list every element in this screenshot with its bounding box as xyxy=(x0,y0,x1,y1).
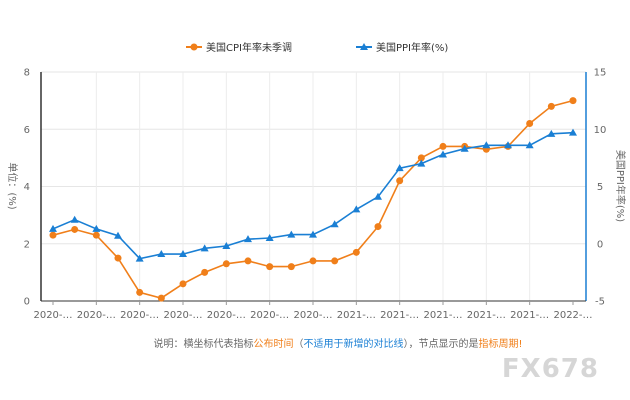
x-tick-label: 2021-… xyxy=(337,310,376,321)
right-tick-label: -5 xyxy=(595,297,605,308)
legend-ppi-label[interactable]: 美国PPI年率(%) xyxy=(376,41,448,54)
ppi-data-point[interactable] xyxy=(395,164,404,172)
series-layer xyxy=(49,97,577,302)
cpi-data-point[interactable] xyxy=(222,260,230,268)
cpi-data-point[interactable] xyxy=(547,102,555,110)
cpi-data-point[interactable] xyxy=(396,177,404,185)
x-tick-label: 2020-… xyxy=(250,310,289,321)
ppi-data-point[interactable] xyxy=(222,242,231,250)
left-axis-title: 单位：(%) xyxy=(6,162,19,209)
ppi-data-point[interactable] xyxy=(92,224,101,232)
note-paren-open: （ xyxy=(293,338,303,350)
note-highlight-period: 指标周期 xyxy=(478,337,518,350)
ppi-data-point[interactable] xyxy=(265,234,274,242)
x-tick-label: 2021-… xyxy=(510,310,549,321)
cpi-data-point[interactable] xyxy=(266,263,274,271)
note-prefix: 说明：横坐标代表指标 xyxy=(153,337,253,350)
x-tick-label: 2020-… xyxy=(33,310,72,321)
ppi-data-point[interactable] xyxy=(135,254,144,262)
right-axis-ticks: -5 0 5 10 15 xyxy=(594,68,607,308)
ppi-series[interactable] xyxy=(49,128,577,262)
ppi-data-point[interactable] xyxy=(482,141,491,149)
cpi-data-point[interactable] xyxy=(439,142,447,150)
cpi-data-point[interactable] xyxy=(417,154,425,162)
ppi-data-point[interactable] xyxy=(547,129,556,137)
ppi-data-point[interactable] xyxy=(200,244,209,252)
cpi-data-point[interactable] xyxy=(179,280,187,288)
cpi-data-point[interactable] xyxy=(136,288,144,296)
cpi-data-point[interactable] xyxy=(244,257,252,265)
legend-cpi-label[interactable]: 美国CPI年率未季调 xyxy=(206,41,292,54)
ppi-data-point[interactable] xyxy=(460,144,469,152)
x-axis-ticks: 2020-… 2020-… 2020-… 2020-… 2020-… 2020-… 2020… xyxy=(33,301,593,321)
note-highlight-publish-time: 公布时间 xyxy=(253,337,293,350)
ppi-data-point[interactable] xyxy=(70,215,79,223)
x-tick-label: 2021-… xyxy=(423,310,462,321)
legend-ppi-marker xyxy=(360,43,368,50)
left-tick-label: 0 xyxy=(24,297,30,308)
x-tick-label: 2022-… xyxy=(553,310,592,321)
ppi-data-point[interactable] xyxy=(439,150,447,158)
right-axis-title: 美国PPI年率(%) xyxy=(614,150,627,222)
ppi-data-point[interactable] xyxy=(287,230,296,238)
left-axis-ticks: 0 2 4 6 8 xyxy=(24,68,30,308)
ppi-data-point[interactable] xyxy=(244,235,252,243)
ppi-data-point[interactable] xyxy=(309,230,317,238)
ppi-data-point[interactable] xyxy=(352,205,361,213)
x-tick-label: 2020-… xyxy=(77,310,116,321)
right-tick-label: 15 xyxy=(594,68,607,79)
ppi-data-point[interactable] xyxy=(49,224,57,232)
left-tick-label: 4 xyxy=(24,182,30,193)
right-tick-label: 10 xyxy=(594,125,607,136)
x-tick-label: 2020-… xyxy=(207,310,246,321)
cpi-data-point[interactable] xyxy=(331,257,339,265)
note-suffix: ! xyxy=(518,339,522,350)
left-tick-label: 2 xyxy=(24,239,30,250)
note-not-applicable: 不适用于新增的对比线 xyxy=(303,337,403,350)
ppi-data-point[interactable] xyxy=(504,141,512,149)
cpi-series[interactable] xyxy=(49,97,577,302)
note-middle: ，节点显示的是 xyxy=(408,337,478,350)
cpi-data-point[interactable] xyxy=(287,263,295,271)
right-tick-label: 5 xyxy=(597,182,603,193)
cpi-data-point[interactable] xyxy=(71,225,79,233)
cpi-data-point[interactable] xyxy=(569,97,577,105)
footnote: 说明：横坐标代表指标公布时间（不适用于新增的对比线），节点显示的是指标周期! xyxy=(153,337,522,350)
cpi-data-point[interactable] xyxy=(309,257,317,265)
cpi-data-point[interactable] xyxy=(49,231,57,239)
x-tick-label: 2021-… xyxy=(380,310,419,321)
x-tick-label: 2020-… xyxy=(120,310,159,321)
ppi-data-point[interactable] xyxy=(525,141,534,149)
ppi-data-point[interactable] xyxy=(374,192,382,200)
cpi-data-point[interactable] xyxy=(114,254,122,262)
cpi-data-point[interactable] xyxy=(526,120,534,128)
watermark-logo: FX678 xyxy=(502,354,599,384)
note-paren-close: ） xyxy=(403,338,408,350)
right-tick-label: 0 xyxy=(597,239,603,250)
legend[interactable]: 美国CPI年率未季调 美国PPI年率(%) xyxy=(186,41,448,54)
cpi-data-point[interactable] xyxy=(352,248,360,256)
cpi-data-point[interactable] xyxy=(201,268,209,276)
cpi-data-point[interactable] xyxy=(92,231,100,239)
cpi-data-point[interactable] xyxy=(157,294,165,302)
x-tick-label: 2020-… xyxy=(163,310,202,321)
ppi-data-point[interactable] xyxy=(330,220,339,228)
ppi-data-point[interactable] xyxy=(157,250,166,258)
grid-lines xyxy=(41,71,586,301)
cpi-data-point[interactable] xyxy=(374,223,382,231)
ppi-data-point[interactable] xyxy=(114,231,122,239)
left-tick-label: 6 xyxy=(24,125,30,136)
ppi-data-point[interactable] xyxy=(179,250,187,258)
ppi-data-point[interactable] xyxy=(417,159,426,167)
x-tick-label: 2021-… xyxy=(467,310,506,321)
left-tick-label: 8 xyxy=(24,68,30,79)
legend-cpi-marker xyxy=(190,43,198,51)
x-tick-label: 2020-… xyxy=(293,310,332,321)
ppi-data-point[interactable] xyxy=(569,128,577,136)
